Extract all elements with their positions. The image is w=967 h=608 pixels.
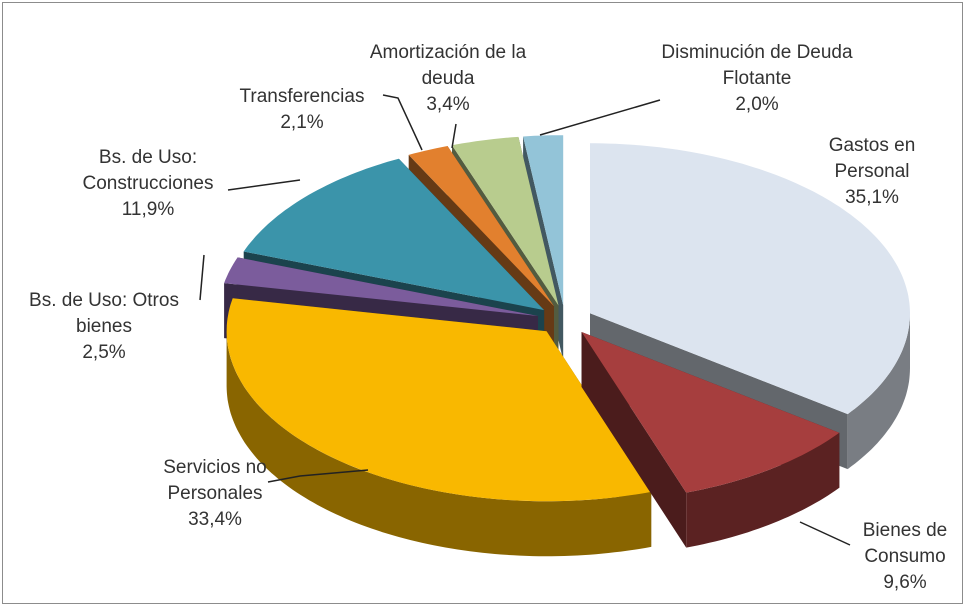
slices	[224, 135, 910, 557]
slice	[224, 257, 538, 316]
value-label: 2,5%	[82, 342, 126, 363]
slice	[581, 332, 840, 493]
data-label: Disminución de Deuda Flotante 2,0%	[655, 40, 860, 118]
slice	[408, 146, 554, 307]
category-label: Transferencias	[239, 86, 365, 107]
slice-side	[226, 331, 652, 557]
data-label: Bs. de Uso: Construcciones 11,9%	[68, 145, 228, 223]
slice-side	[847, 313, 910, 470]
data-label: Transferencias 2,1%	[227, 84, 377, 136]
category-label: Bs. de Uso: Construcciones	[82, 147, 214, 194]
value-label: 2,0%	[735, 94, 779, 115]
leader-line	[199, 254, 205, 301]
category-label: Bs. de Uso: Otros bienes	[29, 290, 179, 337]
slice	[226, 298, 652, 502]
data-label: Servicios no Personales 33,4%	[140, 455, 290, 533]
leader-line	[451, 123, 457, 149]
leader-line	[227, 179, 301, 191]
value-label: 33,4%	[188, 509, 242, 530]
leader-line	[799, 521, 851, 546]
leader-line	[267, 469, 369, 483]
leader-line	[539, 99, 661, 136]
category-label: Gastos en Personal	[828, 135, 916, 182]
category-label: Disminución de Deuda Flotante	[661, 42, 853, 89]
slice	[523, 135, 564, 306]
value-label: 9,6%	[883, 572, 927, 593]
slice	[590, 143, 910, 415]
slice	[243, 158, 545, 311]
slice	[452, 136, 559, 306]
data-label: Gastos en Personal 35,1%	[817, 133, 927, 211]
slice-wall	[581, 332, 687, 548]
category-label: Amortización de la deuda	[369, 42, 527, 89]
value-label: 2,1%	[280, 112, 324, 133]
slice-side	[686, 432, 840, 548]
data-label: Bs. de Uso: Otros bienes 2,5%	[9, 288, 199, 366]
value-label: 3,4%	[426, 94, 470, 115]
leader-line	[382, 94, 423, 151]
category-label: Servicios no Personales	[163, 457, 267, 504]
value-label: 11,9%	[121, 199, 175, 220]
category-label: Bienes de Consumo	[862, 520, 948, 567]
value-label: 35,1%	[845, 187, 899, 208]
data-label: Amortización de la deuda 3,4%	[358, 40, 538, 118]
data-label: Bienes de Consumo 9,6%	[850, 518, 960, 596]
